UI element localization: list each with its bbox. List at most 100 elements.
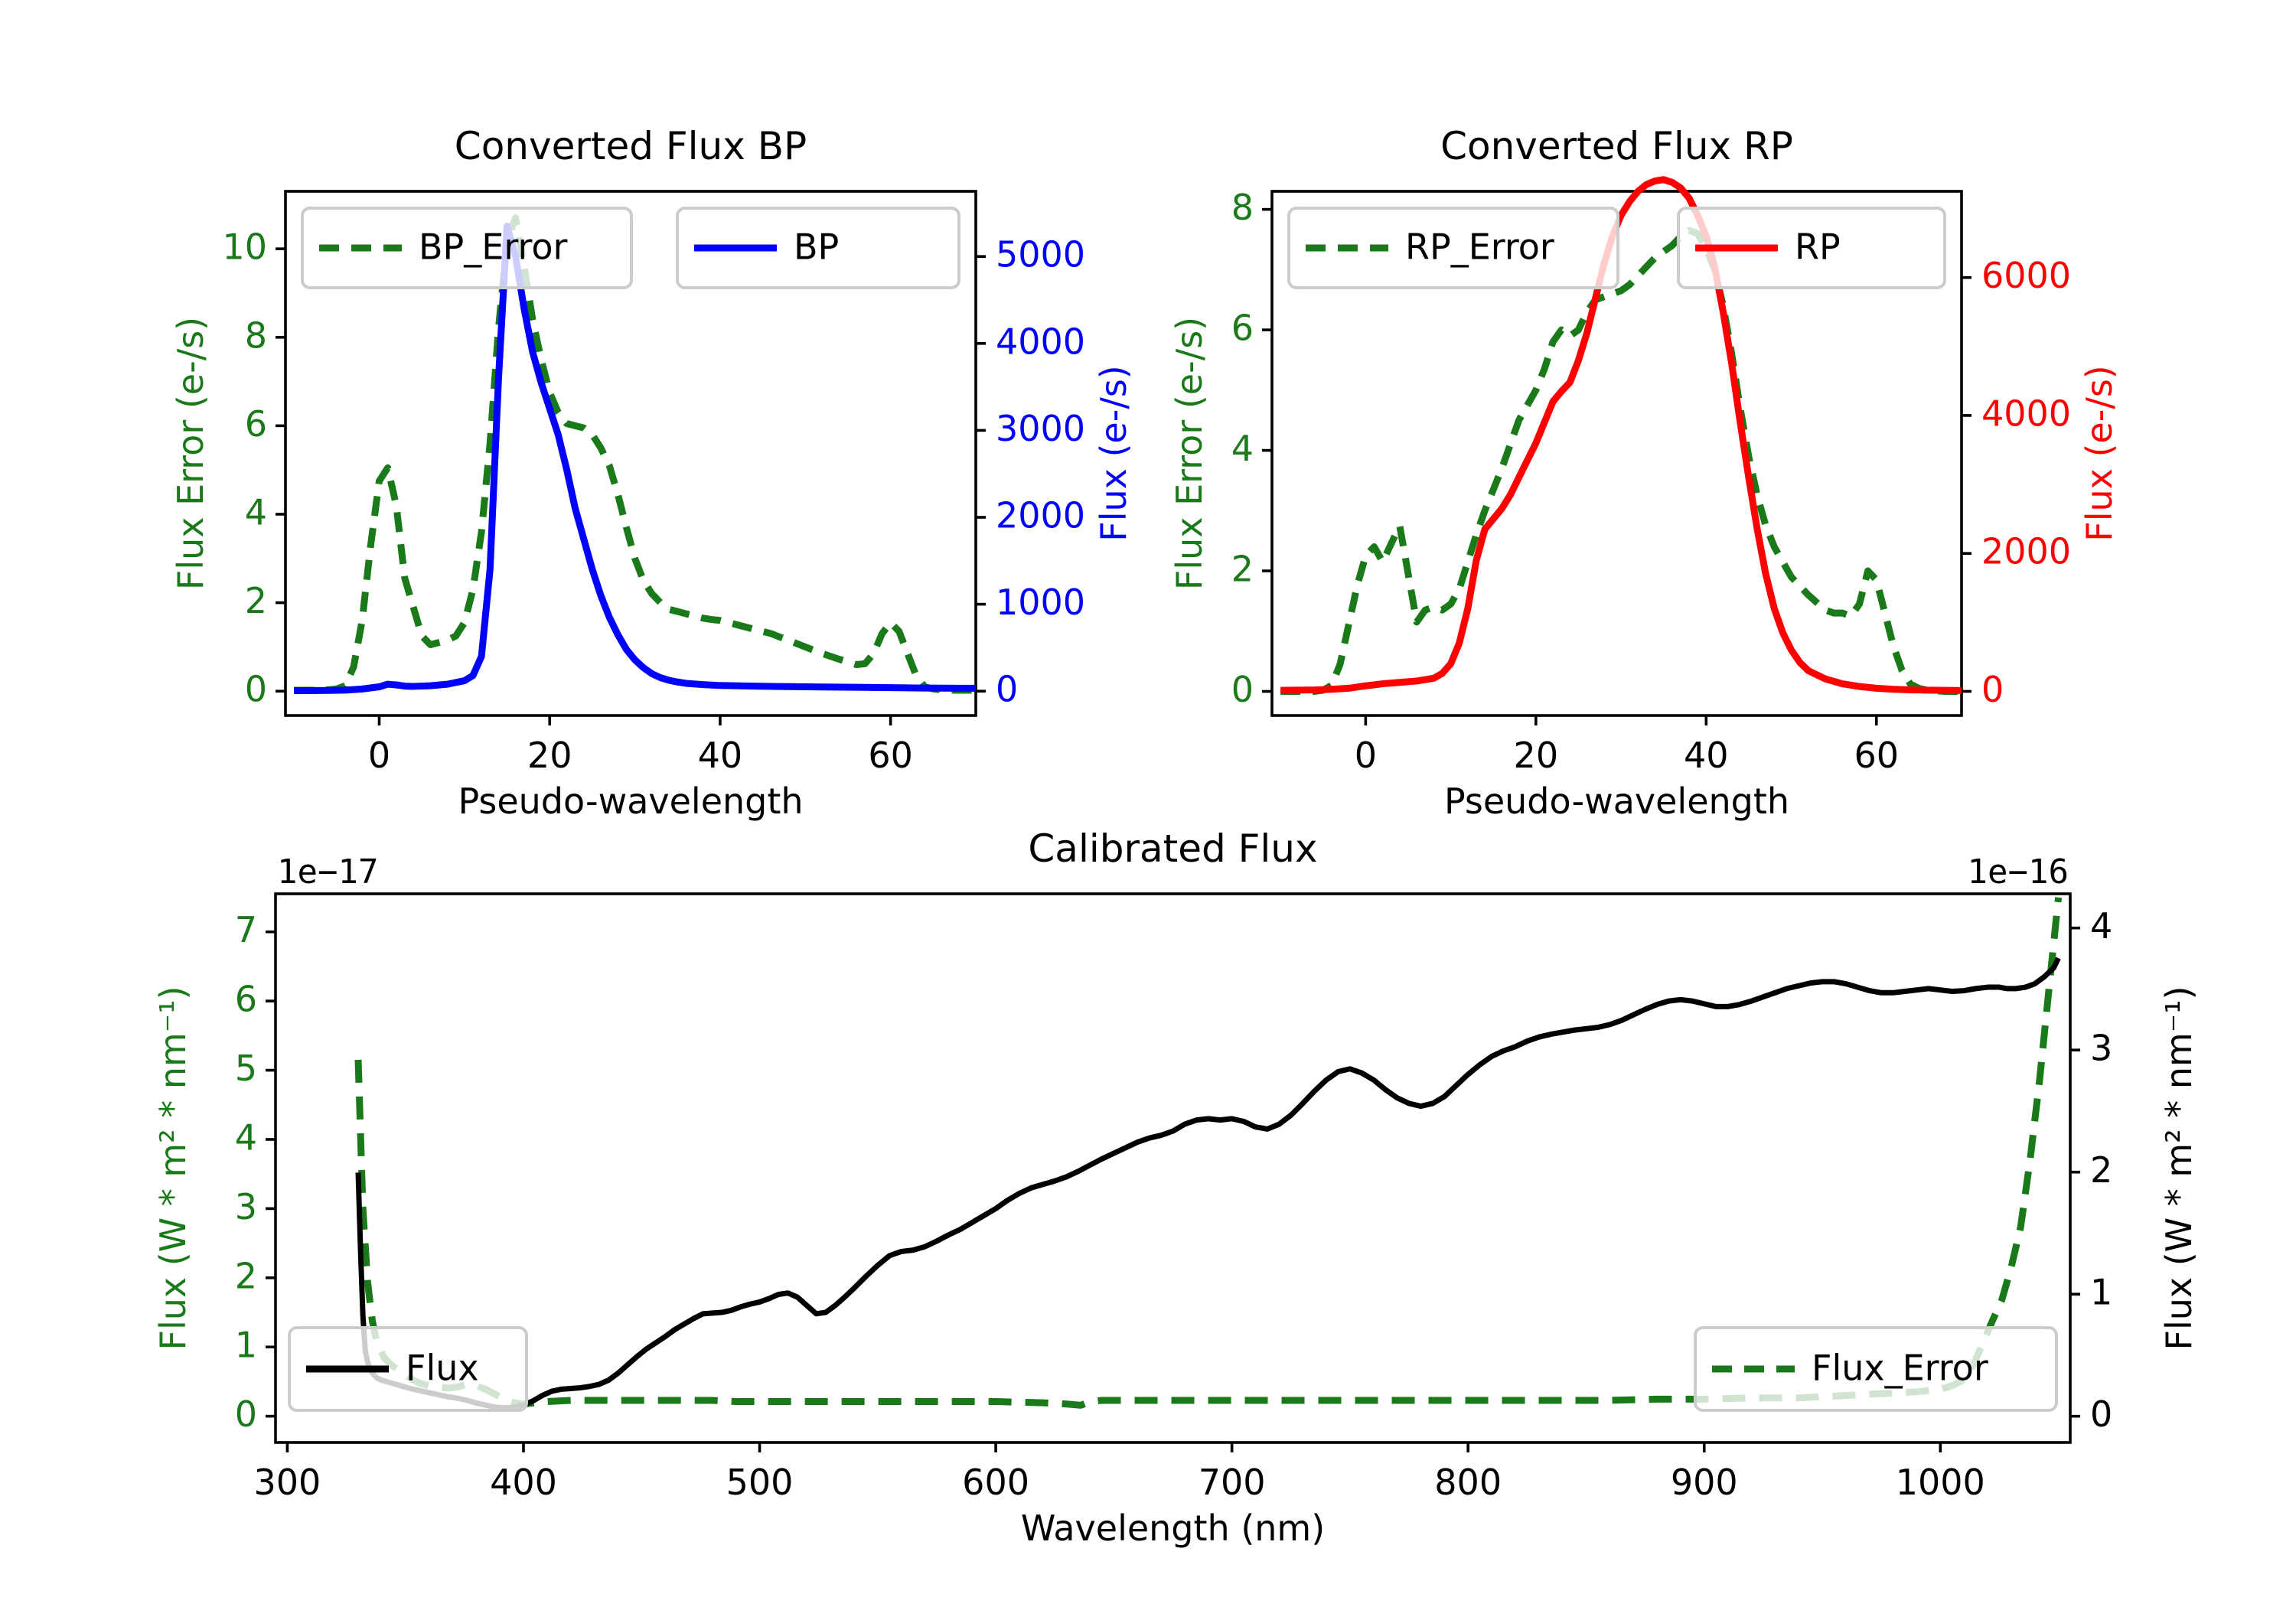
bp-yticklabel: 1000 [996, 582, 1085, 623]
rp-xaxis-label: Pseudo-wavelength [1444, 781, 1789, 822]
cal-legend-error-label: Flux_Error [1812, 1348, 1988, 1389]
cal-xticklabel: 1000 [1896, 1462, 1985, 1503]
rp-yticklabel: 4 [1231, 428, 1254, 469]
rp-xticklabel: 60 [1854, 735, 1899, 776]
rp-legend-flux[interactable]: RP [1677, 207, 1946, 289]
cal-yticklabel: 3 [235, 1186, 257, 1227]
bp-yticklabel: 0 [245, 669, 267, 710]
bp-error-series [294, 214, 976, 694]
cal-right-offset-text: 1e−16 [1968, 852, 2069, 892]
cal-xticklabel: 700 [1199, 1462, 1266, 1503]
cal-xticklabel: 400 [490, 1462, 557, 1503]
rp-yticklabel: 0 [1981, 669, 2004, 710]
rp-yticklabel: 6 [1231, 308, 1254, 349]
bp-xticklabel: 20 [527, 735, 572, 776]
rp-flux-series [1280, 176, 1962, 694]
bp-xaxis: 0 20 40 60 [368, 715, 913, 776]
cal-plot-title: Calibrated Flux [1028, 826, 1317, 871]
cal-yticklabel: 7 [235, 909, 257, 950]
bp-legend-flux-box [676, 207, 960, 289]
bp-yaxis-right-label: Flux (e-/s) [1093, 365, 1134, 542]
rp-legend-error[interactable]: RP_Error [1287, 207, 1619, 289]
cal-flux-series [355, 957, 2061, 1411]
cal-yticklabel: 1 [2090, 1272, 2112, 1313]
rp-yticklabel: 8 [1231, 187, 1254, 228]
cal-legend-flux[interactable]: Flux [288, 1326, 528, 1412]
rp-yticklabel: 4000 [1981, 393, 2071, 434]
bp-plot-title: Converted Flux BP [455, 124, 807, 168]
cal-yaxis-left-label: Flux (W * m² * nm⁻¹) [152, 986, 194, 1350]
bp-xticklabel: 40 [698, 735, 743, 776]
rp-xaxis: 0 20 40 60 [1355, 715, 1899, 776]
rp-legend-flux-box [1677, 207, 1946, 289]
bp-yticklabel: 4000 [996, 321, 1085, 362]
cal-xaxis: 300 400 500 600 700 800 900 1000 [254, 1442, 1985, 1503]
cal-yaxis-right-label: Flux (W * m² * nm⁻¹) [2158, 986, 2200, 1350]
bp-yaxis-left-label: Flux Error (e-/s) [170, 317, 211, 590]
rp-yaxis-left-label: Flux Error (e-/s) [1169, 317, 1210, 590]
bp-legend-flux-label: BP [794, 227, 839, 268]
cal-left-offset-text: 1e−17 [277, 852, 378, 892]
cal-yticklabel: 0 [235, 1393, 257, 1435]
rp-legend-error-box [1287, 207, 1619, 289]
cal-yticklabel: 2 [235, 1255, 257, 1296]
rp-yticklabel: 0 [1231, 669, 1254, 710]
bp-yticklabel: 2000 [996, 494, 1085, 536]
bp-legend-error-box [301, 207, 633, 289]
cal-legend-error[interactable]: Flux_Error [1694, 1326, 2058, 1412]
bp-legend-error[interactable]: BP_Error [301, 207, 633, 289]
cal-legend-flux-box [288, 1326, 528, 1412]
cal-yaxis-left: 0 1 2 3 4 5 6 7 [235, 909, 276, 1435]
bp-yaxis-right: 0 1000 2000 3000 4000 5000 [976, 234, 1085, 710]
bp-legend-error-label: BP_Error [419, 227, 568, 268]
bp-xticklabel: 60 [868, 735, 913, 776]
cal-xticklabel: 600 [962, 1462, 1029, 1503]
cal-frame [274, 892, 2072, 1444]
rp-yaxis-right: 0 2000 4000 6000 [1962, 255, 2071, 710]
bp-yticklabel: 2 [245, 580, 267, 621]
bp-yticklabel: 6 [245, 403, 267, 445]
rp-plot-title: Converted Flux RP [1440, 124, 1793, 168]
rp-spines [1270, 190, 1963, 717]
bp-legend-flux[interactable]: BP [676, 207, 960, 289]
rp-yaxis-right-label: Flux (e-/s) [2079, 365, 2120, 542]
bp-yticklabel: 4 [245, 491, 267, 533]
cal-yaxis-right: 0 1 2 3 4 [2070, 905, 2112, 1435]
cal-yticklabel: 2 [2090, 1149, 2112, 1191]
bp-xticklabel: 0 [368, 735, 390, 776]
bp-flux-series [294, 222, 977, 695]
cal-xaxis-label: Wavelength (nm) [1021, 1508, 1325, 1549]
cal-yticklabel: 6 [235, 979, 257, 1020]
cal-xticklabel: 800 [1434, 1462, 1502, 1503]
rp-yticklabel: 2 [1231, 549, 1254, 590]
bp-yaxis-left: 0 2 4 6 8 10 [222, 227, 285, 710]
rp-xticklabel: 0 [1355, 735, 1377, 776]
cal-legend-flux-label: Flux [406, 1348, 479, 1389]
cal-yticklabel: 3 [2090, 1028, 2112, 1069]
cal-yticklabel: 4 [2090, 905, 2112, 947]
bp-yticklabel: 10 [222, 227, 267, 268]
bp-yticklabel: 5000 [996, 234, 1085, 275]
rp-xticklabel: 40 [1684, 735, 1729, 776]
cal-yticklabel: 5 [235, 1048, 257, 1089]
rp-frame [1270, 190, 1963, 717]
rp-yaxis-left: 0 2 4 6 8 [1231, 187, 1272, 710]
rp-legend-flux-label: RP [1795, 227, 1841, 268]
bp-yticklabel: 0 [996, 669, 1018, 710]
bp-yticklabel: 3000 [996, 408, 1085, 449]
cal-spines [274, 892, 2072, 1444]
rp-legend-error-label: RP_Error [1405, 227, 1554, 268]
bp-yticklabel: 8 [245, 315, 267, 356]
cal-xticklabel: 300 [254, 1462, 321, 1503]
cal-yticklabel: 0 [2090, 1393, 2112, 1435]
rp-error-series [1280, 227, 1962, 696]
cal-xticklabel: 900 [1671, 1462, 1738, 1503]
bp-frame [284, 190, 977, 717]
cal-yticklabel: 4 [235, 1116, 257, 1158]
bp-spines [284, 190, 977, 717]
cal-legend-error-box [1694, 1326, 2058, 1412]
rp-xticklabel: 20 [1514, 735, 1559, 776]
rp-yticklabel: 2000 [1981, 531, 2071, 572]
